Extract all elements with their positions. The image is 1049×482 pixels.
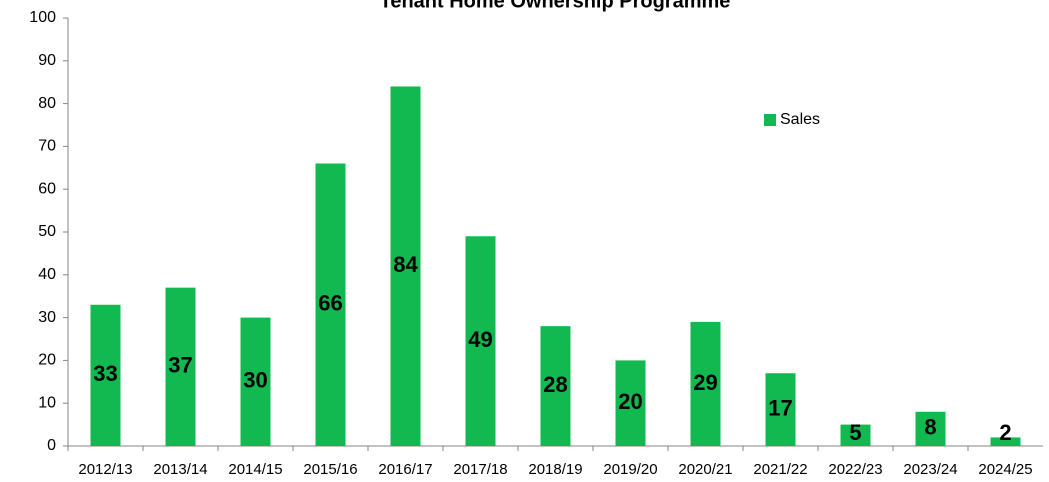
bar bbox=[315, 163, 346, 446]
x-tick-label: 2017/18 bbox=[453, 461, 507, 478]
x-tick-label: 2015/16 bbox=[303, 461, 357, 478]
data-label: 66 bbox=[318, 291, 342, 316]
data-label: 28 bbox=[543, 372, 567, 397]
bar bbox=[840, 424, 871, 446]
y-tick-label: 60 bbox=[38, 180, 56, 197]
y-tick-label: 100 bbox=[29, 9, 56, 26]
data-label: 30 bbox=[243, 368, 267, 393]
bar bbox=[165, 287, 196, 446]
bar bbox=[90, 304, 121, 446]
y-tick-label: 40 bbox=[38, 266, 56, 283]
bar bbox=[765, 373, 796, 446]
legend-label: Sales bbox=[780, 111, 820, 128]
y-tick-label: 30 bbox=[38, 309, 56, 326]
bar bbox=[915, 411, 946, 446]
bar bbox=[615, 360, 646, 446]
x-tick-label: 2013/14 bbox=[153, 461, 207, 478]
x-tick-label: 2012/13 bbox=[78, 461, 132, 478]
data-label: 17 bbox=[768, 395, 792, 420]
x-tick-label: 2020/21 bbox=[678, 461, 732, 478]
bar bbox=[540, 326, 571, 446]
bar bbox=[390, 86, 421, 446]
x-tick-label: 2018/19 bbox=[528, 461, 582, 478]
data-label: 37 bbox=[168, 353, 192, 378]
data-label: 29 bbox=[693, 370, 717, 395]
y-tick-label: 70 bbox=[38, 138, 56, 155]
x-tick-label: 2014/15 bbox=[228, 461, 282, 478]
y-tick-label: 50 bbox=[38, 223, 56, 240]
y-tick-label: 80 bbox=[38, 95, 56, 112]
x-tick-label: 2021/22 bbox=[753, 461, 807, 478]
data-label: 33 bbox=[93, 361, 117, 386]
bar bbox=[990, 437, 1021, 446]
data-label: 84 bbox=[393, 252, 418, 277]
x-tick-label: 2023/24 bbox=[903, 461, 957, 478]
data-label: 2 bbox=[999, 420, 1011, 445]
y-tick-label: 20 bbox=[38, 352, 56, 369]
data-label: 5 bbox=[849, 420, 861, 445]
bar bbox=[690, 321, 721, 446]
data-label: 20 bbox=[618, 389, 642, 414]
x-tick-label: 2022/23 bbox=[828, 461, 882, 478]
x-tick-label: 2016/17 bbox=[378, 461, 432, 478]
data-label: 49 bbox=[468, 327, 492, 352]
y-tick-label: 10 bbox=[38, 394, 56, 411]
x-tick-label: 2024/25 bbox=[978, 461, 1032, 478]
x-tick-label: 2019/20 bbox=[603, 461, 657, 478]
legend-swatch bbox=[764, 114, 776, 126]
data-label: 8 bbox=[924, 415, 936, 440]
bar bbox=[465, 236, 496, 446]
y-tick-label: 90 bbox=[38, 52, 56, 69]
y-tick-label: 0 bbox=[47, 437, 56, 454]
chart-title: Tenant Home Ownership Programme bbox=[380, 0, 731, 12]
bar bbox=[240, 317, 271, 446]
